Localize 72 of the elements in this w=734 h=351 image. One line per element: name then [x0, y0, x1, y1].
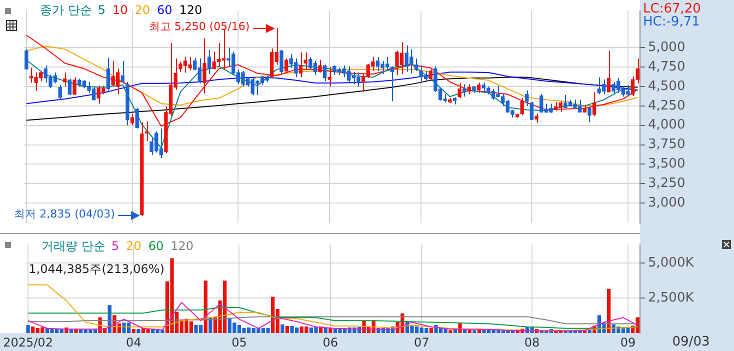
text: 5 [111, 239, 120, 254]
candlestick [135, 108, 139, 129]
candlestick [322, 64, 327, 82]
bar [132, 329, 136, 333]
candlestick [130, 113, 134, 126]
annotation: 최저 2,835 (04/03) [14, 208, 115, 221]
candlestick [525, 90, 529, 106]
bar [429, 328, 434, 333]
candlestick [458, 82, 462, 99]
candlestick [68, 78, 72, 96]
y-tick-label: 3,750 [648, 137, 686, 152]
bar [458, 323, 462, 333]
y-tick-label: 4,500 [648, 78, 686, 94]
text: 20 [134, 3, 150, 18]
y-tick-label: 2,500K [648, 290, 694, 306]
x-tick-label: 2025/02 [3, 335, 53, 350]
text: 120 [179, 3, 202, 18]
candlestick [592, 91, 596, 117]
candlestick [284, 58, 288, 72]
y-tick-label: 5,000K [648, 255, 694, 270]
candlestick [280, 50, 284, 74]
x-tick-label: 08 [524, 335, 540, 350]
candlestick [520, 98, 524, 116]
annotation: 최고 5,250 (05/16) [148, 20, 250, 34]
bar [285, 326, 290, 333]
legend-title: 종가 단순 [40, 3, 92, 18]
candlestick [318, 60, 322, 74]
y-tick-label: 3,250 [648, 176, 686, 191]
y-tick-label: 4,000 [648, 118, 686, 133]
candlestick [462, 84, 466, 98]
candlestick [24, 48, 28, 70]
text: 60 [148, 239, 164, 254]
x-tick-label: 04 [126, 335, 142, 350]
candlestick [530, 102, 534, 120]
text: 20 [126, 239, 142, 254]
x-tick-label: 07 [414, 335, 430, 350]
candlestick [428, 68, 432, 80]
candlestick [328, 66, 332, 88]
bar [280, 324, 284, 333]
y-tick-label: 3,000 [648, 195, 686, 210]
candlestick [606, 50, 611, 92]
text: 09/03 [672, 334, 710, 350]
candlestick [120, 60, 124, 84]
y-tick-label: 3,500 [648, 156, 686, 172]
text: 60 [156, 3, 172, 18]
text: 5 [98, 3, 106, 18]
bar [26, 324, 30, 333]
candlestick [588, 106, 592, 123]
candlestick [144, 120, 149, 142]
candlestick [202, 38, 206, 94]
annotation: 1,044,385주(213,06%) [28, 262, 164, 276]
candlestick [72, 76, 76, 96]
y-tick-label: 5,000 [648, 40, 686, 56]
candlestick [58, 84, 62, 100]
candlestick [207, 50, 212, 75]
bar [448, 330, 452, 333]
y-tick-label: 4,250 [648, 98, 686, 114]
legend-title: 거래량 단순 [42, 239, 106, 254]
x-tick-label: 06 [322, 335, 338, 350]
y-tick-label: 4,750 [648, 59, 686, 74]
text: LC:67,20 [643, 1, 701, 16]
text: HC:-9,71 [643, 14, 700, 30]
bar [472, 330, 476, 333]
x-tick-label: 05 [232, 335, 247, 350]
candlestick [476, 82, 481, 94]
candlestick [467, 84, 471, 95]
candlestick [534, 113, 538, 124]
text: 10 [112, 3, 128, 18]
bar [136, 329, 140, 333]
x-tick-label: 09 [620, 335, 636, 350]
candlestick [106, 57, 110, 91]
text: 120 [170, 239, 194, 254]
